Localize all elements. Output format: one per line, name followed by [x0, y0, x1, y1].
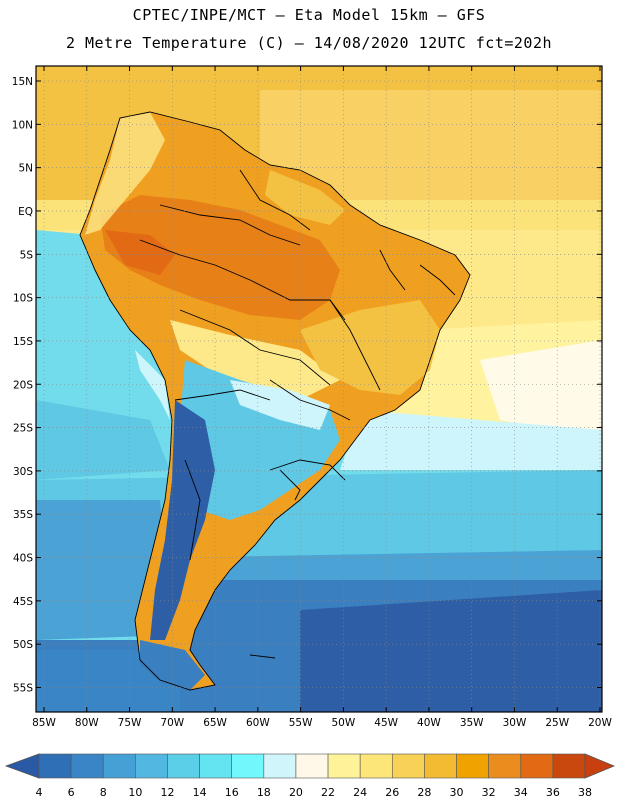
colorbar-swatch [327, 753, 361, 779]
country-borders [79, 111, 471, 691]
lat-label: 55S [13, 683, 33, 695]
lat-label: 35S [13, 509, 33, 521]
colorbar-tick-label: 16 [225, 786, 239, 799]
lat-label: EQ [18, 206, 33, 218]
colorbar-swatch [295, 753, 329, 779]
lat-label: 30S [13, 466, 33, 478]
lon-label: 80W [75, 717, 99, 729]
colorbar-tick-label: 6 [68, 786, 75, 799]
lat-label: 5N [18, 163, 33, 175]
colorbar-tick-label: 26 [385, 786, 399, 799]
lat-label: 10N [12, 119, 33, 131]
lat-label: 5S [20, 249, 34, 261]
colorbar-swatch [38, 753, 72, 779]
colorbar-labels: 4 6 8 10 12 14 16 18 20 22 24 26 28 30 32 34 36 38 [36, 786, 593, 799]
lon-label: 55W [289, 717, 313, 729]
colorbar-tick-label: 38 [578, 786, 592, 799]
colorbar-tick-label: 36 [546, 786, 560, 799]
lon-label: 35W [460, 717, 484, 729]
axis-ticks [36, 66, 602, 712]
colorbar-swatch [520, 753, 554, 779]
colorbar-tick-label: 28 [417, 786, 431, 799]
lat-label: 15S [13, 336, 33, 348]
colorbar-swatch [488, 753, 522, 779]
colorbar-swatch [552, 753, 586, 779]
colorbar-tick-label: 20 [289, 786, 303, 799]
lon-label: 40W [417, 717, 441, 729]
colorbar-tick-label: 8 [100, 786, 107, 799]
colorbar-swatch [102, 753, 136, 779]
colorbar-tick-label: 18 [257, 786, 271, 799]
colorbar-swatch [263, 753, 297, 779]
lon-label: 70W [160, 717, 184, 729]
lon-label: 65W [203, 717, 227, 729]
colorbar [4, 753, 616, 779]
colorbar-min-arrow [4, 753, 40, 779]
lon-label: 30W [503, 717, 527, 729]
colorbar-swatch [199, 753, 233, 779]
colorbar-tick-label: 14 [193, 786, 207, 799]
colorbar-swatch [391, 753, 425, 779]
lat-label: 25S [13, 423, 33, 435]
colorbar-tick-label: 30 [450, 786, 464, 799]
lat-label: 50S [13, 639, 33, 651]
colorbar-tick-label: 12 [160, 786, 174, 799]
map-subtitle: 2 Metre Temperature (C) – 14/08/2020 12U… [65, 34, 553, 52]
lon-label: 50W [332, 717, 356, 729]
colorbar-swatch [135, 753, 168, 779]
colorbar-tick-label: 10 [128, 786, 142, 799]
lon-label: 20W [588, 717, 612, 729]
lon-label: 25W [545, 717, 569, 729]
lon-label: 45W [374, 717, 398, 729]
colorbar-swatch [359, 753, 393, 779]
map-field [36, 66, 602, 712]
colorbar-max-arrow [584, 753, 616, 779]
colorbar-swatch [167, 753, 200, 779]
map-title: CPTEC/INPE/MCT – Eta Model 15km – GFS [132, 6, 486, 24]
lon-label: 75W [118, 717, 142, 729]
latitude-labels: 15N 10N 5N EQ 5S 10S 15S 20S 25S 30S 35S 40S 45S 50S 5… [12, 76, 34, 695]
lat-label: 10S [13, 293, 33, 305]
colorbar-swatch [456, 753, 489, 779]
lat-label: 40S [13, 553, 33, 565]
colorbar-tick-label: 22 [321, 786, 335, 799]
colorbar-tick-label: 4 [36, 786, 43, 799]
lon-label: 85W [32, 717, 56, 729]
lat-label: 20S [13, 379, 33, 391]
colorbar-swatch [70, 753, 104, 779]
longitude-labels: 85W 80W 75W 70W 65W 60W 55W 50W 45W 40W 35W 30W 25W 2… [32, 717, 612, 729]
colorbar-tick-label: 34 [514, 786, 528, 799]
lat-label: 15N [12, 76, 33, 88]
colorbar-tick-label: 32 [482, 786, 496, 799]
lon-label: 60W [246, 717, 270, 729]
colorbar-swatch [231, 753, 265, 779]
colorbar-tick-label: 24 [353, 786, 367, 799]
map-frame [35, 65, 603, 713]
colorbar-swatch [424, 753, 457, 779]
lat-label: 45S [13, 596, 33, 608]
